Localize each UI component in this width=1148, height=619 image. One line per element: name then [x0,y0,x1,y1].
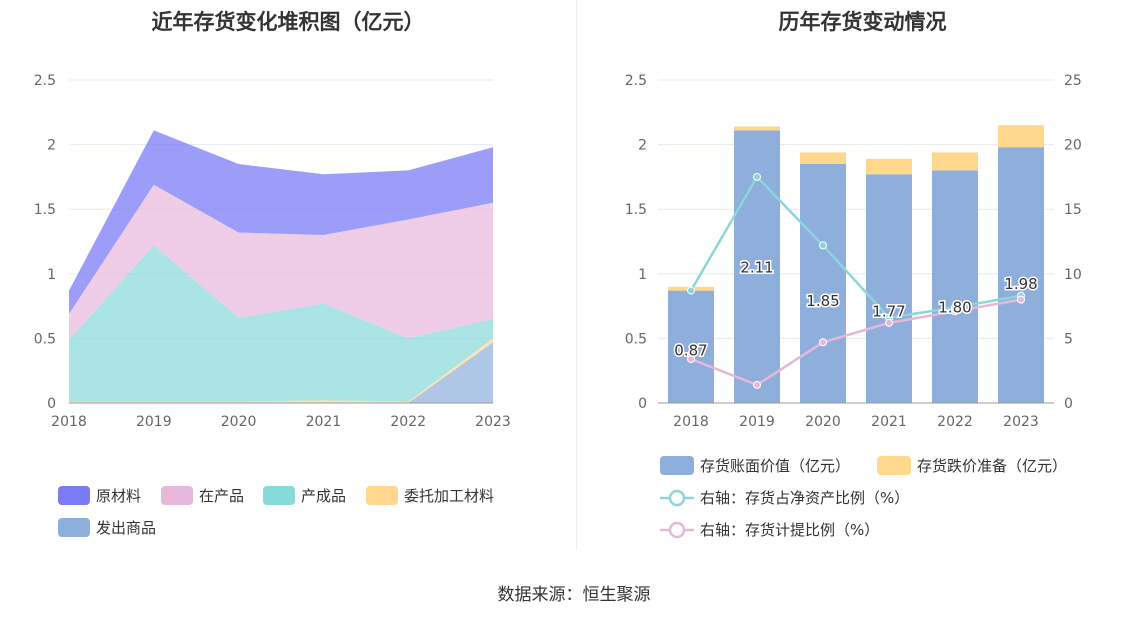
area-chart-svg: 0 0.5 1 1.5 2 2.5 2018 2019 2020 2021 2022 2023 原材料 在… [34,73,511,537]
x-tick-label: 2018 [51,414,87,430]
bar-provision [998,125,1044,148]
legend-swatch [58,486,90,505]
bar-book-value [932,170,978,403]
bar-book-value [800,163,846,403]
line-provision-ratio-point [819,338,827,347]
y2-tick-label: 25 [1064,73,1082,89]
legend-swatch [263,486,295,505]
x-tick-label: 2021 [871,414,907,430]
line-net-asset-ratio-point [819,241,827,250]
y-tick-label: 2 [638,138,647,154]
y-tick-label: 0.5 [625,331,647,347]
x-tick-label: 2022 [937,414,973,430]
bar-provision [932,152,978,171]
line-provision-ratio [690,298,1022,387]
y2-tick-label: 10 [1064,267,1082,283]
bar-book-value [998,147,1044,403]
legend-label: 在产品 [199,487,244,505]
y-tick-label: 2.5 [34,73,56,89]
bar-data-label: 1.80 [938,298,971,316]
x-tick-label: 2023 [1003,414,1039,430]
line-provision-ratio-point [687,355,695,364]
legend-label: 原材料 [96,487,141,505]
bar-provision [734,126,780,131]
bar-book-value [866,174,912,403]
x-tick-label: 2020 [805,414,841,430]
legend-label: 存货跌价准备（亿元） [917,457,1067,475]
y-tick-label: 1.5 [625,202,647,218]
line-net-asset-ratio-point [687,286,695,295]
line-net-asset-ratio-point [753,172,761,181]
data-source: 数据来源：恒生聚源 [497,585,651,605]
area-series-3 [69,184,493,340]
legend-swatch [161,486,193,505]
x-tick-label: 2022 [390,414,426,430]
area-series-4 [69,130,493,314]
x-tick-label: 2023 [475,414,511,430]
bar-chart-title: 历年存货变动情况 [778,10,947,34]
legend-label: 委托加工材料 [404,487,494,505]
bar-data-label: 1.98 [1004,275,1037,293]
x-tick-label: 2019 [136,414,172,430]
x-tick-label: 2019 [739,414,775,430]
y2-tick-label: 15 [1064,202,1082,218]
legend-swatch-provision [877,456,911,475]
y2-tick-label: 20 [1064,138,1082,154]
y2-tick-label: 5 [1064,331,1073,347]
bar-chart-svg: 0 0.5 1 1.5 2 2.5 0 5 10 15 20 25 0.87 2.11 1.85 1.77 1.… [625,73,1082,539]
y-tick-label: 0 [47,396,56,412]
y-tick-label: 2.5 [625,73,647,89]
bar-book-value [668,290,714,403]
line-provision-ratio-point [951,307,959,316]
legend-label: 右轴：存货计提比例（%） [700,521,879,539]
legend-label: 产成品 [301,487,346,505]
y-tick-label: 0 [638,396,647,412]
line-net-asset-ratio [689,174,1022,320]
legend-marker-net-asset [668,489,686,507]
y-tick-label: 1 [47,267,56,283]
legend-label: 右轴：存货占净资产比例（%） [700,489,909,507]
bar-data-label: 2.11 [740,258,773,276]
legend-label: 存货账面价值（亿元） [700,457,850,475]
area-chart-title: 近年存货变化堆积图（亿元） [151,10,425,34]
area-series-2 [69,245,493,402]
line-provision-ratio-point [1017,295,1025,304]
legend-swatch-book [660,456,694,475]
bar-data-label: 1.77 [872,302,905,320]
x-tick-label: 2018 [673,414,709,430]
legend-swatch [58,518,90,537]
bar-provision [800,152,846,164]
legend-swatch [366,486,398,505]
area-series-0 [69,342,493,403]
bar-provision [866,158,912,175]
y-tick-label: 1.5 [34,202,56,218]
line-provision-ratio-point [753,380,761,389]
area-chart-panel: 近年存货变化堆积图（亿元） 0 0.5 1 1.5 2 2.5 2018 2019 2020 20… [0,0,576,550]
x-tick-label: 2020 [221,414,257,430]
legend-label: 发出商品 [96,519,156,537]
bar-data-label: 1.85 [806,292,839,310]
y-tick-label: 1 [638,267,647,283]
legend-marker-provision-ratio [668,521,686,539]
bar-data-label: 0.87 [674,342,707,360]
y-tick-label: 2 [47,138,56,154]
bar-chart-panel: 历年存货变动情况 0 0.5 1 1.5 2 2.5 0 5 10 15 20 25 0.87 2.11 1… [577,0,1148,550]
line-provision-ratio-point [885,318,893,327]
panel-divider [576,0,577,550]
y2-tick-label: 0 [1064,396,1073,412]
y-tick-label: 0.5 [34,331,56,347]
x-tick-label: 2021 [306,414,342,430]
